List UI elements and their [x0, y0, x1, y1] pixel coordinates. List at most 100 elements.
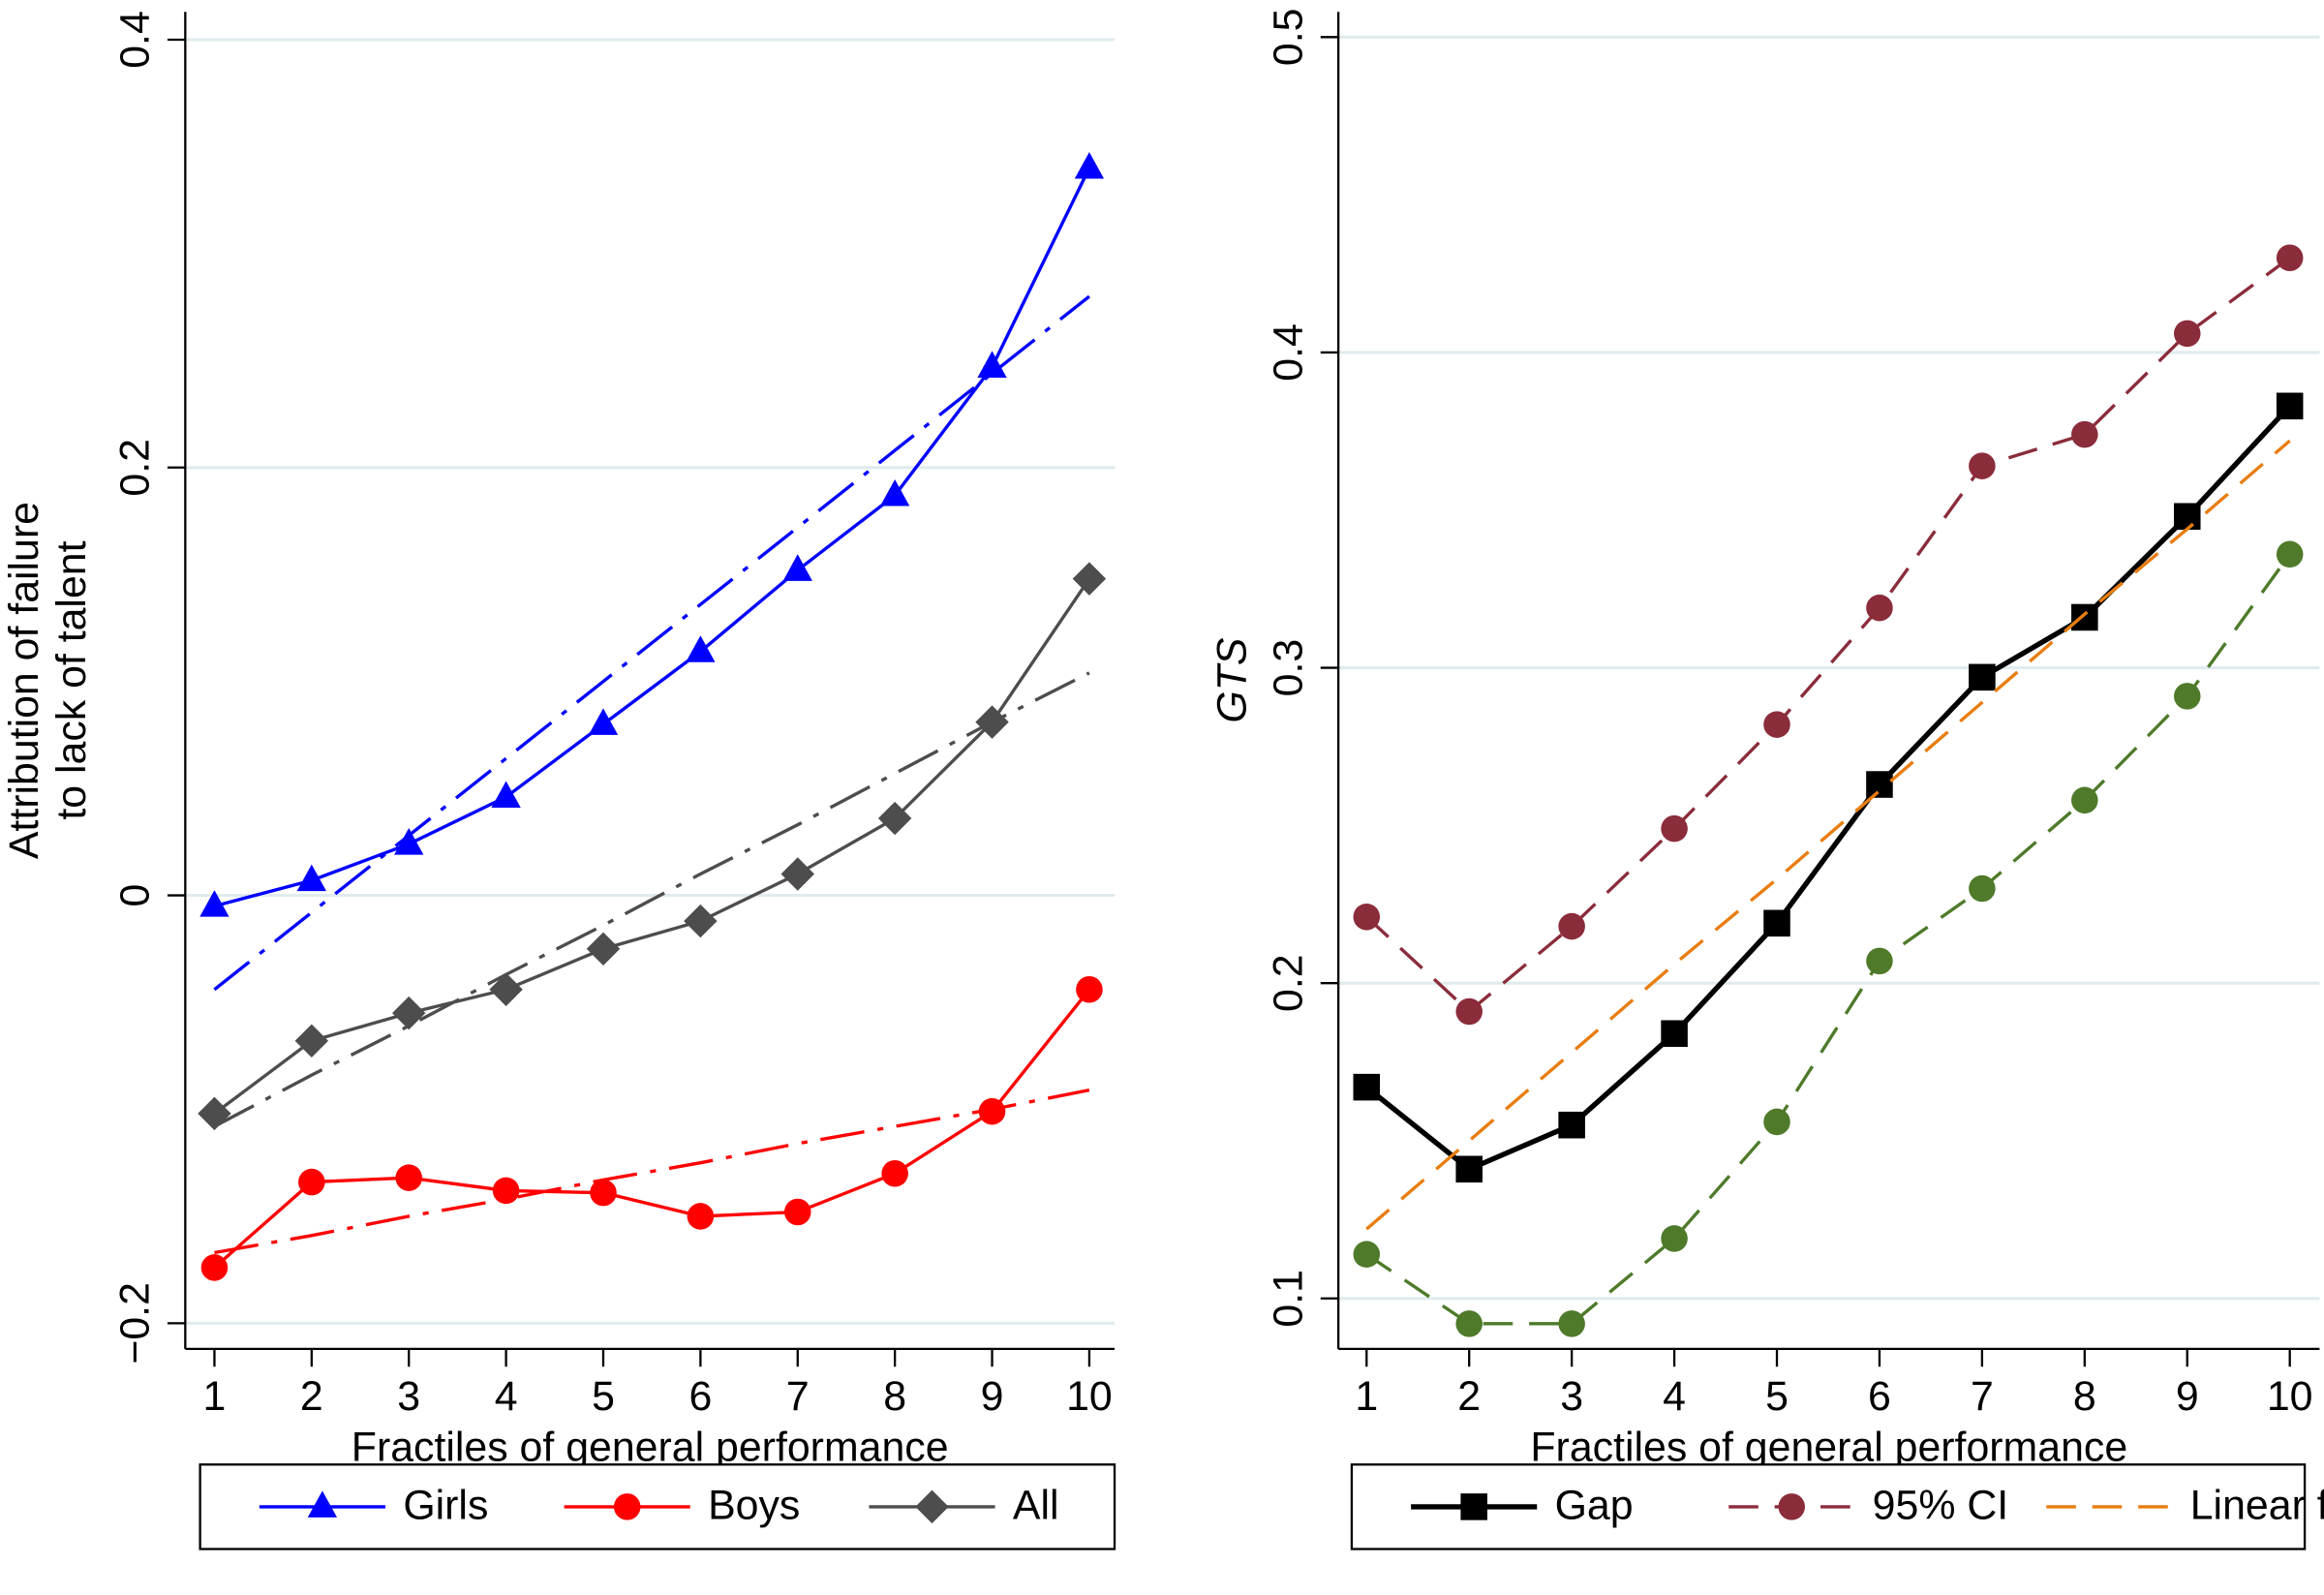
series-line — [213, 577, 1091, 1116]
x-tick-label: 4 — [495, 1373, 518, 1420]
marker — [391, 996, 426, 1030]
legend-label: Boys — [708, 1483, 800, 1529]
marker — [1661, 1225, 1688, 1252]
marker — [687, 1203, 715, 1230]
marker — [978, 1097, 1006, 1125]
marker — [1076, 976, 1103, 1003]
legend-label: All — [1013, 1483, 1059, 1529]
marker — [2276, 392, 2304, 420]
y-tick-label: 0.1 — [1265, 1270, 1311, 1328]
marker — [1866, 771, 1893, 798]
marker — [489, 972, 523, 1006]
marker — [199, 890, 229, 917]
marker — [588, 708, 619, 735]
x-tick-label: 10 — [1066, 1373, 1113, 1420]
marker — [1074, 152, 1105, 179]
series-line — [1365, 439, 2291, 1231]
marker — [2071, 603, 2098, 631]
y-tick-label: 0.4 — [1265, 323, 1311, 382]
marker — [1969, 452, 1996, 479]
marker — [879, 478, 910, 506]
marker — [2173, 683, 2201, 710]
marker — [2071, 420, 2098, 448]
legend-marker — [613, 1493, 641, 1520]
marker — [1455, 1155, 1483, 1183]
marker — [1866, 947, 1893, 975]
series-line — [1365, 553, 2292, 1326]
marker — [586, 932, 621, 966]
y-tick-label: 0.2 — [112, 439, 159, 497]
y-tick-label: 0.3 — [1265, 639, 1311, 697]
y-tick-label: 0 — [112, 884, 159, 907]
marker — [1558, 1310, 1585, 1337]
marker — [1969, 663, 1996, 691]
marker — [198, 1096, 231, 1131]
legend-marker — [1778, 1493, 1806, 1520]
legend-marker — [915, 1489, 949, 1524]
marker — [1763, 711, 1790, 738]
marker — [686, 635, 716, 662]
marker — [1866, 594, 1893, 622]
legend-label: Girls — [403, 1483, 488, 1529]
y-tick-label: −0.2 — [112, 1282, 159, 1365]
legend-marker — [307, 1490, 338, 1518]
marker — [294, 1024, 329, 1058]
marker — [394, 828, 424, 855]
series-line — [213, 988, 1091, 1270]
y-axis-title: Attribution of failure — [1, 502, 47, 859]
x-axis-title: Fractiles of general performance — [1530, 1424, 2127, 1470]
marker — [783, 1198, 811, 1226]
x-tick-label: 7 — [1971, 1373, 1994, 1420]
x-tick-label: 2 — [300, 1373, 323, 1420]
marker — [590, 1179, 617, 1207]
marker — [1661, 1020, 1688, 1048]
x-tick-label: 10 — [2267, 1373, 2313, 1420]
legend-marker — [1460, 1493, 1487, 1520]
fit-line — [213, 671, 1090, 1128]
marker — [2173, 503, 2201, 531]
marker — [1072, 562, 1107, 596]
x-tick-label: 9 — [981, 1373, 1004, 1420]
y-axis-title: to lack of talent — [48, 540, 95, 819]
x-tick-label: 7 — [786, 1373, 810, 1420]
marker — [877, 801, 912, 836]
marker — [1558, 1111, 1585, 1139]
x-tick-label: 9 — [2176, 1373, 2199, 1420]
x-tick-label: 2 — [1457, 1373, 1481, 1420]
marker — [2173, 320, 2201, 348]
marker — [296, 864, 326, 892]
x-tick-label: 5 — [1765, 1373, 1789, 1420]
x-tick-label: 8 — [883, 1373, 906, 1420]
marker — [1763, 909, 1790, 937]
x-axis-title: Fractiles of general performance — [352, 1424, 949, 1470]
x-tick-label: 1 — [1355, 1373, 1378, 1420]
marker — [1353, 1241, 1381, 1268]
y-tick-label: 0.4 — [112, 11, 159, 69]
marker — [881, 1159, 908, 1187]
marker — [1455, 1310, 1483, 1337]
series-line — [1365, 256, 2291, 1014]
marker — [1455, 997, 1483, 1026]
marker — [782, 554, 812, 581]
y-axis-title: GTS — [1208, 637, 1255, 722]
marker — [298, 1168, 325, 1196]
legend-label: Linear fit — [2190, 1483, 2324, 1529]
marker — [1353, 904, 1381, 931]
marker — [491, 781, 521, 808]
series-line — [1364, 404, 2292, 1173]
x-tick-label: 8 — [2073, 1373, 2096, 1420]
x-tick-label: 6 — [688, 1373, 712, 1420]
x-tick-label: 5 — [592, 1373, 615, 1420]
y-tick-label: 0.2 — [1265, 954, 1311, 1012]
fit-line — [213, 294, 1090, 992]
x-tick-label: 3 — [1560, 1373, 1583, 1420]
x-tick-label: 3 — [397, 1373, 420, 1420]
fit-line — [214, 1088, 1090, 1255]
marker — [492, 1177, 520, 1205]
series-line — [214, 167, 1091, 908]
marker — [1661, 814, 1688, 843]
marker — [1353, 1073, 1381, 1101]
